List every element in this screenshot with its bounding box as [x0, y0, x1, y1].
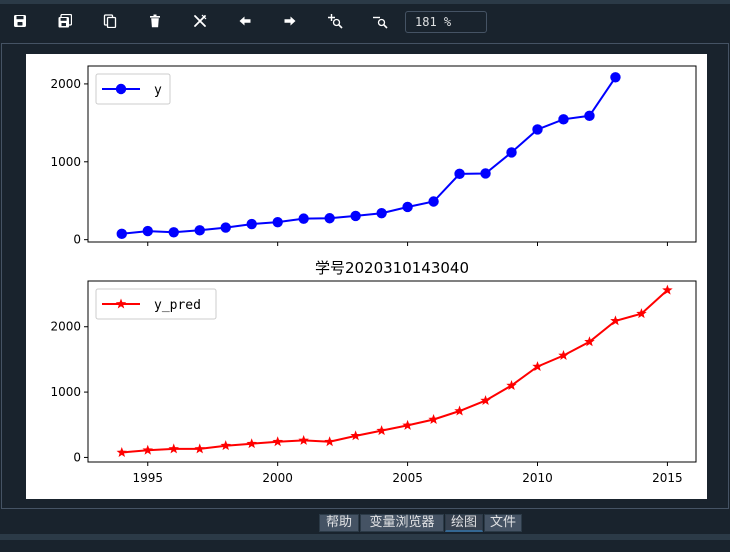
data-point: [480, 168, 491, 179]
tab-plots[interactable]: 绘图: [445, 514, 483, 532]
legend-marker: [115, 298, 127, 309]
zoom-out-button[interactable]: [365, 6, 395, 36]
data-point: [662, 284, 673, 295]
data-point: [168, 443, 179, 454]
tab-files[interactable]: 文件: [484, 514, 522, 532]
data-point: [246, 218, 257, 230]
data-point: [610, 72, 621, 83]
x-tick-label: 1995: [132, 471, 163, 485]
data-point: [584, 110, 595, 122]
y-tick-label: 0: [73, 450, 81, 464]
data-point: [272, 216, 283, 228]
data-point: [272, 436, 283, 447]
data-point: [194, 225, 205, 236]
data-point: [558, 349, 569, 360]
delete-button[interactable]: [140, 6, 170, 36]
zoom-out-icon: [373, 16, 388, 29]
data-point: [532, 361, 543, 372]
data-point: [402, 201, 413, 213]
next-plot-button[interactable]: [275, 6, 305, 36]
data-point: [220, 440, 231, 451]
y-tick-label: 2000: [50, 77, 81, 91]
zoom-in-button[interactable]: [320, 6, 350, 36]
data-point: [246, 438, 257, 449]
series-line-y: [121, 76, 617, 235]
y-tick-label: 1000: [50, 155, 81, 169]
close-all-button[interactable]: [185, 6, 215, 36]
figure-svg: 0 1000 2000 y 1995 2000 2005 2010 2015 0 1000 2000…: [50, 65, 697, 485]
x-tick-label: 2010: [522, 471, 553, 485]
data-point: [558, 114, 569, 125]
data-point: [506, 147, 517, 158]
data-point: [142, 444, 153, 455]
data-point: [376, 425, 387, 436]
figure-canvas[interactable]: 0 1000 2000 y 1995 2000 2005 2010 2015 0 1000 2000…: [26, 54, 707, 499]
x-tick-label: 2000: [262, 471, 293, 485]
data-point: [168, 227, 179, 238]
data-point: [428, 196, 439, 207]
legend-marker: [115, 83, 127, 95]
x-tick-label: 2005: [392, 471, 423, 485]
data-point: [298, 213, 309, 224]
data-point: [350, 430, 361, 441]
window-bottom-strip: [0, 534, 730, 540]
data-point: [376, 207, 387, 219]
data-point: [428, 414, 439, 424]
data-point: [298, 434, 309, 445]
legend-label: y_pred: [154, 298, 201, 313]
plots-toolbar: 181 %: [0, 4, 730, 40]
data-point: [350, 210, 361, 222]
y-tick-label: 0: [73, 233, 81, 247]
zoom-level-field[interactable]: 181 %: [405, 11, 487, 33]
arrow-right-icon: [284, 16, 296, 26]
axes-frame: [87, 65, 697, 243]
data-point: [194, 443, 205, 454]
data-point: [220, 222, 231, 233]
delete-icon: [150, 14, 160, 28]
legend-label: y: [154, 83, 162, 98]
save-all-button[interactable]: [50, 6, 80, 36]
data-point: [480, 395, 491, 406]
data-point: [116, 447, 128, 457]
axes-frame: [87, 280, 697, 463]
data-point: [402, 419, 413, 430]
data-point: [324, 436, 335, 447]
x-tick-label: 2015: [652, 471, 683, 485]
data-point: [584, 336, 595, 347]
data-point: [454, 405, 465, 416]
save-button[interactable]: [5, 6, 35, 36]
status-bar: [0, 540, 730, 552]
data-point: [116, 228, 127, 240]
tab-variable-explorer[interactable]: 变量浏览器: [360, 514, 444, 532]
save-icon: [14, 15, 26, 27]
top-axes: 0 1000 2000 y: [50, 65, 697, 247]
data-point: [324, 213, 335, 224]
close-all-icon: [194, 14, 207, 27]
data-point: [142, 225, 153, 237]
y-tick-label: 2000: [50, 320, 81, 334]
copy-icon: [103, 14, 117, 28]
chart-title: 学号2020310143040: [315, 259, 469, 277]
data-point: [636, 308, 647, 319]
arrow-left-icon: [239, 16, 251, 26]
window-top-strip: [0, 0, 730, 4]
series-line-y_pred: [121, 289, 669, 454]
data-point: [454, 168, 465, 180]
bottom-axes: 1995 2000 2005 2010 2015 0 1000 2000 学号202031014…: [50, 259, 697, 485]
tab-help[interactable]: 帮助: [319, 514, 359, 532]
copy-button[interactable]: [95, 6, 125, 36]
data-point: [610, 315, 621, 326]
zoom-in-icon: [328, 14, 343, 29]
data-point: [532, 124, 543, 135]
data-point: [506, 380, 517, 390]
legend-box: [95, 288, 217, 320]
save-all-icon: [58, 14, 72, 28]
y-tick-label: 1000: [50, 385, 81, 399]
previous-plot-button[interactable]: [230, 6, 260, 36]
